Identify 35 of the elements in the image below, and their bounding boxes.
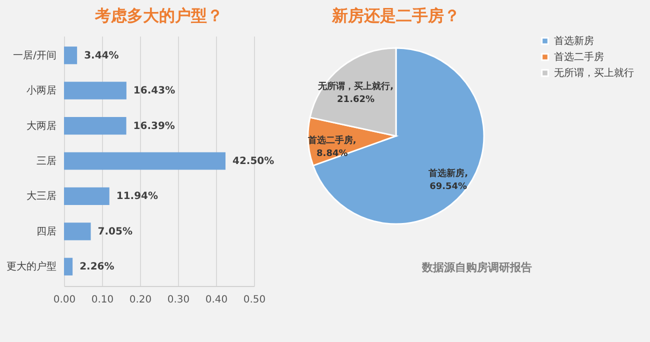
x-tick-label: 0.20 xyxy=(129,294,152,306)
legend-label: 无所谓，买上就行 xyxy=(554,67,634,79)
y-tick-label: 小两居 xyxy=(26,84,56,97)
x-tick-label: 0.00 xyxy=(53,294,76,306)
bar xyxy=(64,222,91,240)
bar xyxy=(64,46,78,64)
y-tick-label: 大两居 xyxy=(26,120,56,132)
chart-title: 新房还是二手房？ xyxy=(331,6,460,25)
legend-label: 首选二手房 xyxy=(554,51,604,63)
data-label: 2.26% xyxy=(80,262,114,273)
bar xyxy=(64,187,110,206)
text: 数据源自购房调研报告 xyxy=(421,261,532,274)
y-tick-label: 三居 xyxy=(36,156,56,167)
legend-label: 首选新房 xyxy=(554,35,594,47)
x-tick-label: 0.10 xyxy=(91,294,114,306)
bar xyxy=(64,82,126,100)
bar xyxy=(64,258,73,276)
x-tick-label: 0.50 xyxy=(243,294,266,306)
bar xyxy=(64,152,226,170)
bar xyxy=(64,116,126,135)
data-label: 16.43% xyxy=(133,86,176,97)
data-label: 无所谓，买上就行, 21.62% xyxy=(317,81,394,106)
data-label: 7.05% xyxy=(98,226,132,238)
y-tick-label: 更大的户型 xyxy=(6,260,56,273)
y-tick-label: 一居/开间 xyxy=(13,49,56,62)
data-label: 3.44% xyxy=(84,50,119,62)
data-label: 42.50% xyxy=(232,156,274,167)
data-label: 首选新房, 69.54% xyxy=(428,168,468,192)
x-tick-label: 0.30 xyxy=(167,294,190,306)
data-label: 16.39% xyxy=(133,120,175,132)
y-tick-label: 大三居 xyxy=(26,190,56,202)
x-tick-label: 0.40 xyxy=(205,294,228,306)
chart-title: 考虑多大的户型？ xyxy=(94,6,223,25)
y-tick-label: 四居 xyxy=(36,226,56,238)
data-label: 11.94% xyxy=(116,191,158,202)
